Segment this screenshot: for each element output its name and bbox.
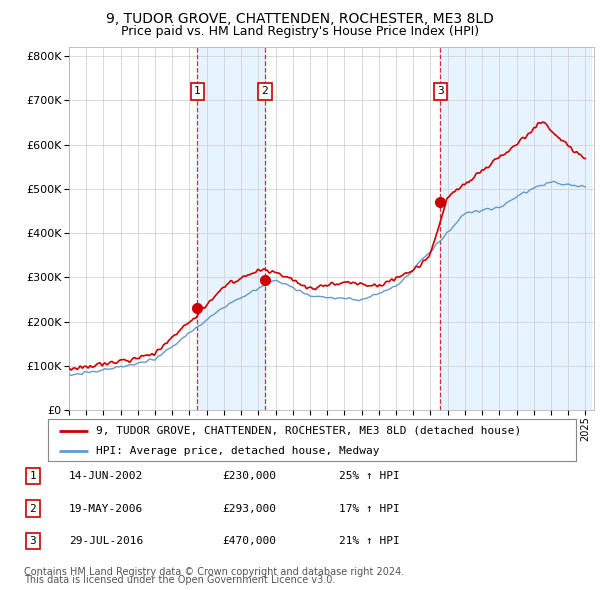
Text: 14-JUN-2002: 14-JUN-2002 (69, 471, 143, 481)
Text: HPI: Average price, detached house, Medway: HPI: Average price, detached house, Medw… (95, 446, 379, 455)
Text: Contains HM Land Registry data © Crown copyright and database right 2024.: Contains HM Land Registry data © Crown c… (24, 567, 404, 577)
Text: 19-MAY-2006: 19-MAY-2006 (69, 504, 143, 513)
Text: 17% ↑ HPI: 17% ↑ HPI (339, 504, 400, 513)
Text: 1: 1 (194, 87, 200, 96)
Text: 21% ↑ HPI: 21% ↑ HPI (339, 536, 400, 546)
Text: 29-JUL-2016: 29-JUL-2016 (69, 536, 143, 546)
Text: 25% ↑ HPI: 25% ↑ HPI (339, 471, 400, 481)
Text: 9, TUDOR GROVE, CHATTENDEN, ROCHESTER, ME3 8LD (detached house): 9, TUDOR GROVE, CHATTENDEN, ROCHESTER, M… (95, 426, 521, 436)
Text: 1: 1 (29, 471, 37, 481)
Text: 9, TUDOR GROVE, CHATTENDEN, ROCHESTER, ME3 8LD: 9, TUDOR GROVE, CHATTENDEN, ROCHESTER, M… (106, 12, 494, 26)
Bar (440, 47, 590, 410)
Bar (197, 47, 265, 410)
Text: 2: 2 (29, 504, 37, 513)
Text: 3: 3 (29, 536, 37, 546)
Text: £470,000: £470,000 (222, 536, 276, 546)
Text: £293,000: £293,000 (222, 504, 276, 513)
Text: 3: 3 (437, 87, 443, 96)
Text: Price paid vs. HM Land Registry's House Price Index (HPI): Price paid vs. HM Land Registry's House … (121, 25, 479, 38)
Text: £230,000: £230,000 (222, 471, 276, 481)
Text: This data is licensed under the Open Government Licence v3.0.: This data is licensed under the Open Gov… (24, 575, 335, 585)
Text: 2: 2 (262, 87, 268, 96)
